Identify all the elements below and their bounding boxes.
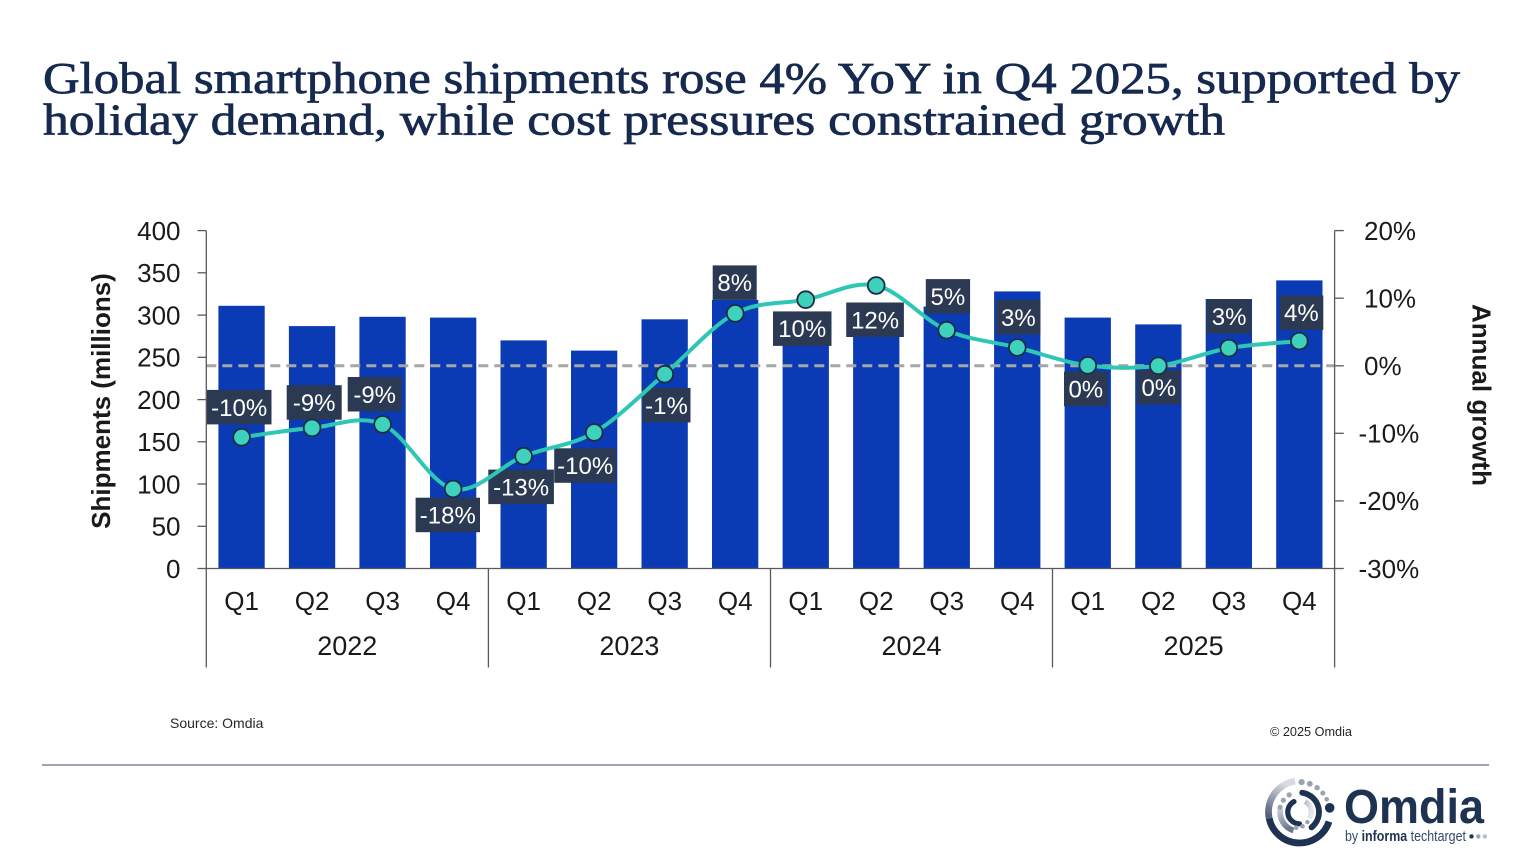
svg-text:Global smartphone shipments ro: Global smartphone shipments rose 4% YoY … (43, 54, 1460, 103)
svg-text:Q2: Q2 (295, 586, 330, 616)
svg-text:Q2: Q2 (1141, 586, 1176, 616)
svg-text:2023: 2023 (599, 631, 659, 661)
svg-text:-9%: -9% (353, 382, 396, 409)
svg-text:250: 250 (137, 343, 180, 373)
svg-text:Source: Omdia: Source: Omdia (170, 715, 264, 731)
svg-text:Q3: Q3 (929, 586, 964, 616)
svg-text:Q4: Q4 (1000, 586, 1035, 616)
svg-text:Shipments (millions): Shipments (millions) (86, 273, 116, 529)
svg-text:3%: 3% (1001, 305, 1036, 332)
svg-text:by informa techtarget: by informa techtarget (1345, 828, 1467, 845)
svg-text:Q3: Q3 (365, 586, 400, 616)
svg-text:Q3: Q3 (647, 586, 682, 616)
svg-text:2022: 2022 (317, 631, 377, 661)
svg-text:Q1: Q1 (788, 586, 823, 616)
svg-text:2024: 2024 (881, 631, 941, 661)
svg-text:200: 200 (137, 385, 180, 415)
svg-text:2025: 2025 (1164, 631, 1224, 661)
svg-text:12%: 12% (851, 307, 899, 334)
svg-text:8%: 8% (717, 270, 752, 297)
svg-text:-13%: -13% (493, 475, 549, 502)
svg-text:Q4: Q4 (718, 586, 753, 616)
svg-text:10%: 10% (778, 316, 826, 343)
svg-text:20%: 20% (1364, 216, 1416, 246)
svg-text:-10%: -10% (1359, 419, 1420, 449)
svg-text:Q1: Q1 (506, 586, 541, 616)
svg-text:0%: 0% (1068, 377, 1103, 404)
svg-text:300: 300 (137, 300, 180, 330)
svg-text:0%: 0% (1141, 375, 1176, 402)
svg-text:-10%: -10% (211, 395, 267, 422)
svg-text:Q3: Q3 (1211, 586, 1246, 616)
svg-text:-30%: -30% (1359, 554, 1420, 584)
svg-text:-20%: -20% (1359, 486, 1420, 516)
svg-text:400: 400 (137, 216, 180, 246)
svg-text:350: 350 (137, 258, 180, 288)
svg-text:Q2: Q2 (577, 586, 612, 616)
svg-text:150: 150 (137, 427, 180, 457)
svg-text:3%: 3% (1212, 304, 1247, 331)
svg-text:Annual growth: Annual growth (1467, 304, 1497, 486)
svg-text:Q4: Q4 (1282, 586, 1317, 616)
svg-text:-10%: -10% (557, 453, 613, 480)
svg-text:holiday demand, while cost pre: holiday demand, while cost pressures con… (43, 96, 1225, 145)
svg-text:-18%: -18% (420, 503, 476, 530)
svg-text:0: 0 (166, 554, 180, 584)
svg-text:-1%: -1% (645, 393, 688, 420)
svg-text:© 2025 Omdia: © 2025 Omdia (1270, 725, 1353, 739)
svg-text:0%: 0% (1364, 351, 1402, 381)
svg-text:Q2: Q2 (859, 586, 894, 616)
svg-text:10%: 10% (1364, 284, 1416, 314)
svg-text:50: 50 (152, 512, 181, 542)
svg-text:Q4: Q4 (436, 586, 471, 616)
svg-text:100: 100 (137, 469, 180, 499)
svg-text:5%: 5% (931, 284, 966, 311)
svg-text:Omdia: Omdia (1344, 781, 1484, 834)
svg-text:-9%: -9% (293, 390, 336, 417)
svg-text:4%: 4% (1284, 300, 1319, 327)
svg-text:Q1: Q1 (224, 586, 259, 616)
svg-text:Q1: Q1 (1070, 586, 1105, 616)
